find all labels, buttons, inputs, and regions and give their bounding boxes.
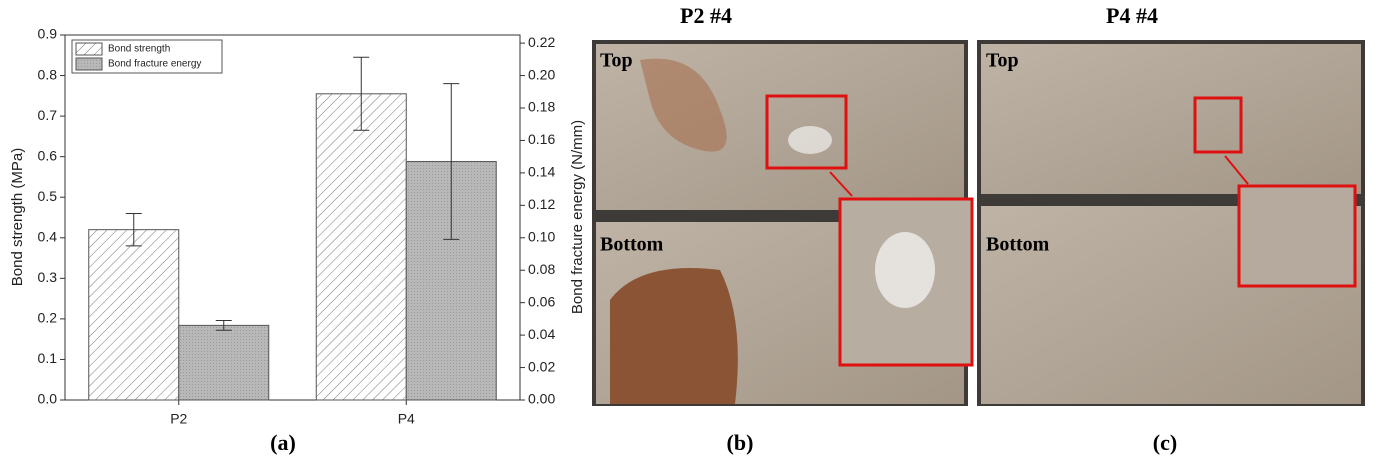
y2-tick-label: 0.10: [528, 228, 555, 244]
y-axis-label: Bond strength (MPa): [9, 148, 26, 286]
legend-swatch: [76, 43, 102, 55]
panel-label: (a): [270, 430, 296, 455]
photo-label: Top: [600, 50, 633, 72]
y-tick-label: 0.3: [38, 269, 58, 285]
y-tick-label: 0.0: [38, 391, 58, 407]
legend-label: Bond strength: [108, 44, 170, 55]
x-tick-label: P2: [170, 411, 187, 427]
legend-label: Bond fracture energy: [108, 59, 201, 70]
y-tick-label: 0.9: [38, 26, 58, 42]
photo-b: [592, 40, 972, 406]
y-tick-label: 0.2: [38, 310, 58, 326]
y-tick-label: 0.4: [38, 228, 58, 244]
y2-tick-label: 0.14: [528, 164, 555, 180]
figure: Bond strength (MPa) Bond fracture energy…: [0, 0, 1375, 464]
y2-tick-label: 0.12: [528, 196, 555, 212]
y2-tick-label: 0.02: [528, 358, 555, 374]
y2-tick-label: 0.06: [528, 293, 555, 309]
photo-label: Bottom: [600, 234, 664, 256]
photo-label: Top: [986, 50, 1019, 72]
y2-tick-label: 0.08: [528, 261, 555, 277]
y2-tick-label: 0.04: [528, 326, 555, 342]
bar: [89, 230, 179, 400]
y-tick-label: 0.7: [38, 107, 58, 123]
y2-tick-label: 0.22: [528, 34, 555, 50]
y-tick-label: 0.1: [38, 350, 58, 366]
bar: [179, 325, 269, 400]
y-tick-label: 0.5: [38, 188, 58, 204]
y2-tick-label: 0.00: [528, 391, 555, 407]
y2-tick-label: 0.16: [528, 131, 555, 147]
photo-label: Bottom: [986, 234, 1050, 256]
panel-label: (b): [727, 430, 754, 455]
y2-tick-label: 0.20: [528, 66, 555, 82]
photo-c: [977, 40, 1365, 406]
x-tick-label: P4: [398, 411, 415, 427]
legend-swatch: [76, 58, 102, 70]
photo-title: P2 #4: [680, 3, 732, 28]
y2-axis-label: Bond fracture energy (N/mm): [569, 120, 586, 314]
panel-label: (c): [1153, 430, 1177, 455]
y2-tick-label: 0.18: [528, 99, 555, 115]
y-tick-label: 0.6: [38, 147, 58, 163]
photo-title: P4 #4: [1106, 3, 1158, 28]
bar: [316, 94, 406, 400]
y-tick-label: 0.8: [38, 66, 58, 82]
